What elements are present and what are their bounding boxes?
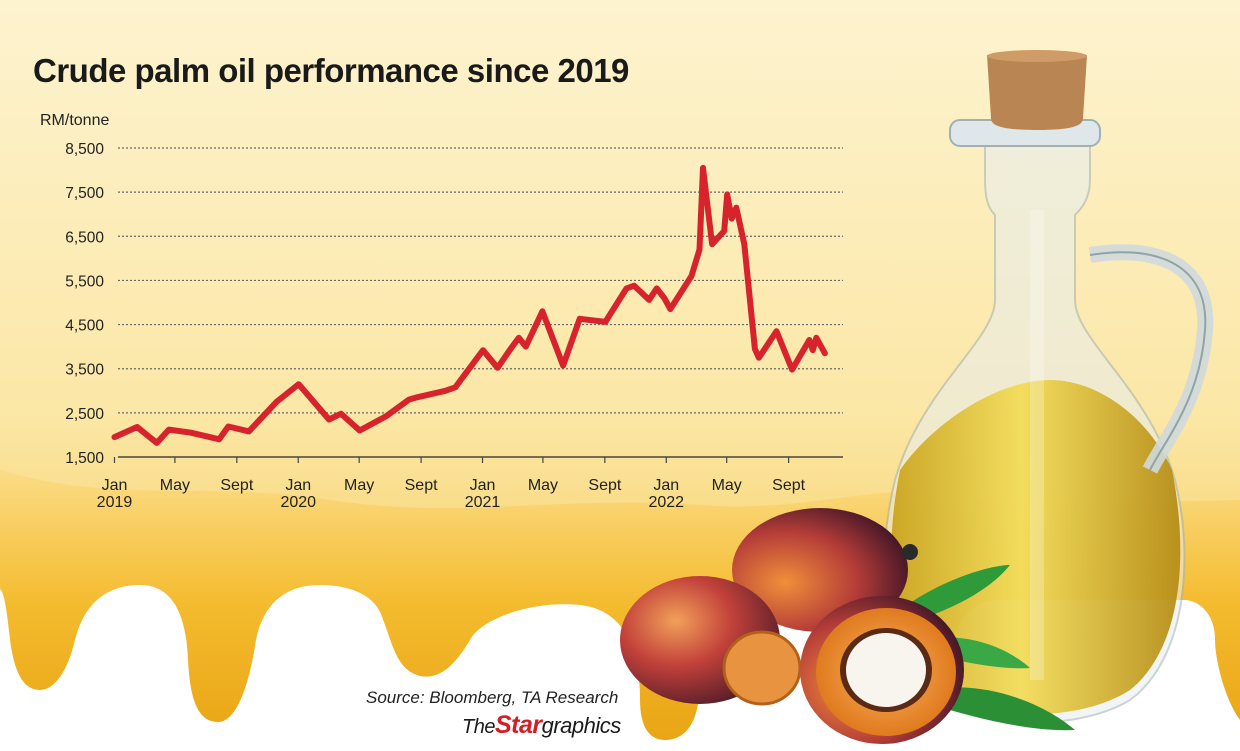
x-tick-year: 2022	[648, 494, 684, 511]
x-tick-label: Jan	[470, 477, 496, 494]
y-tick-label: 4,500	[65, 318, 104, 335]
y-tick-label: 6,500	[65, 229, 104, 246]
gridlines	[118, 147, 843, 414]
brand-logo: TheStargraphics	[462, 711, 621, 740]
x-tick-label: Jan	[285, 477, 311, 494]
palm-fruit-icon	[620, 508, 964, 744]
y-tick-label: 1,500	[65, 450, 104, 467]
x-tick-year: 2019	[97, 494, 133, 511]
x-tick-label: Jan	[102, 477, 128, 494]
x-tick-label: Sept	[405, 477, 438, 494]
y-axis-ticks: 1,500 2,500 3,500 4,500 5,500 6,500 7,500 8,500	[65, 141, 104, 467]
brand-star: Star	[494, 711, 542, 739]
x-tick-label: Sept	[220, 477, 253, 494]
brand-the: The	[462, 716, 495, 738]
source-note: Source: Bloomberg, TA Research	[366, 688, 619, 707]
y-tick-label: 5,500	[65, 273, 104, 290]
y-axis-label: RM/tonne	[40, 112, 110, 129]
x-tick-label: Jan	[653, 477, 679, 494]
series-lines	[111, 164, 828, 446]
x-tick-label: May	[344, 477, 374, 494]
chart-title: Crude palm oil performance since 2019	[33, 52, 629, 89]
y-tick-label: 8,500	[65, 141, 104, 158]
x-tick-year: 2020	[280, 494, 316, 511]
y-tick-label: 3,500	[65, 362, 104, 379]
x-tick-label: May	[712, 477, 742, 494]
x-tick-label: May	[160, 477, 190, 494]
series-line-0	[111, 164, 828, 446]
glass-oil-bottle-icon	[883, 50, 1214, 724]
x-tick-year: 2021	[465, 494, 501, 511]
x-tick-label: Sept	[772, 477, 805, 494]
y-tick-label: 7,500	[65, 185, 104, 202]
brand-graphics: graphics	[541, 713, 622, 738]
y-tick-label: 2,500	[65, 406, 104, 423]
x-tick-label: Sept	[588, 477, 621, 494]
x-tick-label: May	[528, 477, 558, 494]
